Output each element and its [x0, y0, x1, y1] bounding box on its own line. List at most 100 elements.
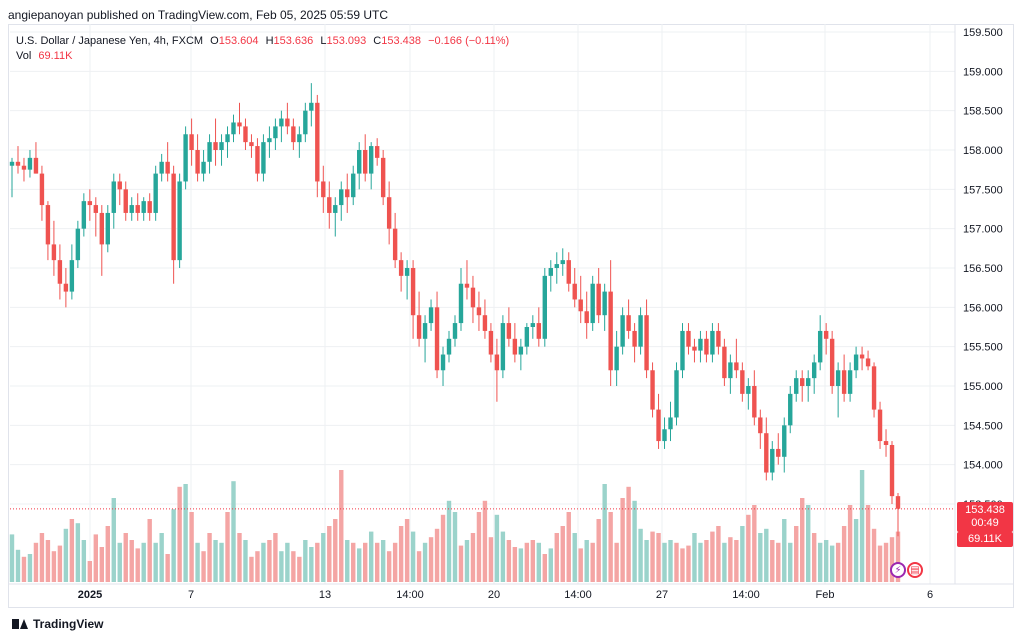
candle-body — [81, 201, 87, 229]
candle-body — [111, 181, 116, 213]
bar-countdown: 00:49 — [971, 517, 999, 529]
volume-bar — [345, 540, 350, 582]
volume-bar — [662, 542, 667, 582]
volume-bar — [243, 540, 248, 582]
candle-body — [470, 287, 476, 308]
volume-bar — [363, 542, 368, 582]
volume-bars — [9, 470, 901, 582]
volume-bar — [476, 512, 482, 582]
volume-bar — [488, 537, 494, 582]
us-flag-icon[interactable]: ▤ — [907, 562, 923, 578]
candle-body — [380, 157, 386, 198]
tradingview-brand[interactable]: TradingView — [12, 617, 103, 631]
volume-bar — [321, 533, 326, 582]
candle-body — [542, 275, 547, 339]
candle-body — [752, 386, 757, 418]
volume-bar — [392, 542, 398, 582]
candle-body — [189, 134, 194, 150]
candle-body — [620, 315, 625, 347]
volume-bar — [464, 540, 470, 582]
volume-bar — [800, 498, 805, 582]
candle-body — [734, 362, 739, 371]
candle-body — [746, 386, 751, 394]
candle-body — [51, 244, 57, 261]
volume-bar — [249, 556, 254, 582]
candle-body — [817, 330, 823, 363]
volume-bar — [416, 551, 422, 582]
volume-bar — [207, 533, 212, 582]
volume-bar — [500, 531, 506, 582]
candle-body — [255, 146, 260, 174]
candle-body — [782, 425, 787, 457]
volume-bar — [794, 526, 799, 582]
candle-body — [758, 417, 763, 434]
volume-bar — [835, 542, 841, 582]
y-tick-label: 159.000 — [963, 66, 1003, 78]
candle-body — [69, 260, 75, 292]
candle-body — [853, 354, 859, 371]
candle-body — [674, 370, 679, 418]
chart-frame[interactable] — [8, 24, 1014, 608]
volume-bar — [806, 505, 811, 582]
candle-body — [512, 338, 518, 355]
candle-body — [87, 201, 93, 206]
grid-lines — [10, 24, 955, 584]
candle-body — [93, 205, 99, 213]
candle-body — [794, 378, 799, 394]
volume-bar — [440, 514, 446, 582]
volume-bar — [853, 519, 859, 582]
volume-bar — [698, 542, 703, 582]
candle-body — [434, 307, 440, 371]
high-value: 153.636 — [273, 35, 314, 47]
y-tick-label: 155.000 — [963, 381, 1003, 393]
candle-body — [847, 370, 853, 394]
lightning-icon[interactable]: ⚡ — [890, 562, 906, 578]
volume-bar — [536, 542, 542, 582]
candle-body — [207, 142, 212, 162]
candle-body — [147, 201, 152, 213]
legend-ohlc-row: U.S. Dollar / Japanese Yen, 4h, FXCM O15… — [16, 34, 509, 49]
tradingview-logo-icon — [12, 619, 28, 629]
candle-body — [123, 189, 128, 213]
candle-body — [315, 102, 320, 182]
candle-body — [764, 433, 769, 473]
candles — [9, 83, 901, 537]
candle-body — [895, 496, 901, 509]
volume-bar — [788, 542, 793, 582]
candle-body — [39, 173, 45, 206]
candle-body — [608, 291, 613, 371]
candle-body — [710, 330, 715, 355]
candle-body — [446, 338, 452, 355]
volume-bar — [57, 545, 63, 582]
volume-bar — [680, 548, 685, 582]
volume-bar — [740, 526, 745, 582]
volume-bar — [153, 542, 158, 582]
volume-bar — [327, 526, 332, 582]
candle-body — [686, 330, 691, 347]
volume-bar — [895, 531, 901, 582]
volume-bar — [303, 540, 308, 582]
volume-bar — [351, 542, 356, 582]
candle-body — [105, 212, 110, 245]
candle-body — [464, 283, 470, 288]
candle-body — [374, 146, 380, 158]
candle-body — [219, 142, 224, 150]
volume-bar — [566, 512, 571, 582]
x-tick-label: 27 — [656, 589, 668, 601]
candle-body — [488, 330, 494, 355]
volume-bar — [374, 542, 380, 582]
y-tick-label: 159.500 — [963, 27, 1003, 39]
volume-value: 69.11K — [38, 50, 73, 62]
x-tick-label: 2025 — [78, 589, 102, 601]
volume-bar — [817, 542, 823, 582]
volume-bar — [165, 554, 170, 582]
candle-body — [871, 366, 877, 410]
volume-bar — [620, 498, 625, 582]
candle-body — [345, 189, 350, 198]
volume-bar — [434, 528, 440, 582]
candle-body — [267, 138, 272, 143]
volume-bar — [404, 519, 410, 582]
volume-bar — [452, 512, 458, 582]
volume-bar — [728, 537, 733, 582]
